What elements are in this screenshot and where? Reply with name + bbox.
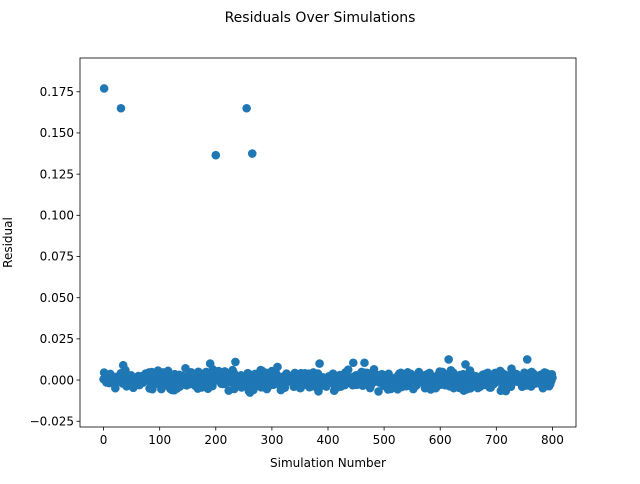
outlier-point	[116, 103, 126, 113]
x-tick-label: 600	[429, 433, 452, 447]
data-point	[548, 373, 557, 382]
outlier-point	[242, 103, 251, 113]
x-axis: 0 100 200 300 400 500 600 700 800	[100, 427, 564, 447]
data-point	[374, 387, 383, 396]
outlier-point	[99, 84, 109, 93]
y-tick-label: 0.125	[40, 167, 74, 181]
y-axis: −0.025 0.000 0.025 0.050 0.075 0.100 0.125 0.15…	[30, 85, 80, 428]
x-tick-label: 200	[204, 433, 227, 447]
x-tick-label: 700	[485, 433, 508, 447]
data-point	[348, 358, 358, 368]
chart-title: Residuals Over Simulations	[225, 10, 416, 26]
outlier-point	[211, 150, 221, 160]
y-tick-label: 0.150	[40, 126, 74, 140]
data-point	[111, 383, 120, 393]
y-tick-label: 0.000	[40, 373, 74, 387]
x-tick-label: 500	[373, 433, 396, 447]
x-tick-label: 100	[148, 433, 171, 447]
x-tick-label: 800	[541, 433, 564, 447]
data-point	[273, 362, 282, 372]
data-point	[343, 365, 353, 375]
outlier-point	[247, 149, 257, 158]
data-point	[444, 355, 453, 364]
x-tick-label: 300	[260, 433, 283, 447]
y-tick-label: 0.050	[40, 291, 74, 305]
y-tick-label: 0.100	[40, 209, 74, 223]
data-point	[315, 359, 324, 368]
x-tick-label: 0	[100, 433, 108, 447]
plot-area	[99, 84, 557, 397]
data-point	[360, 358, 369, 368]
data-point	[102, 372, 111, 382]
y-tick-label: 0.075	[40, 250, 74, 264]
data-point	[461, 360, 470, 369]
x-tick-label: 400	[317, 433, 340, 447]
y-tick-label: 0.175	[40, 85, 74, 99]
x-axis-label: Simulation Number	[270, 456, 386, 470]
data-point	[231, 357, 240, 367]
data-point	[522, 355, 532, 364]
y-tick-label: 0.025	[40, 332, 74, 346]
data-point	[118, 360, 128, 370]
y-tick-label: −0.025	[30, 414, 74, 428]
y-axis-label: Residual	[1, 217, 15, 268]
data-point	[205, 359, 215, 368]
